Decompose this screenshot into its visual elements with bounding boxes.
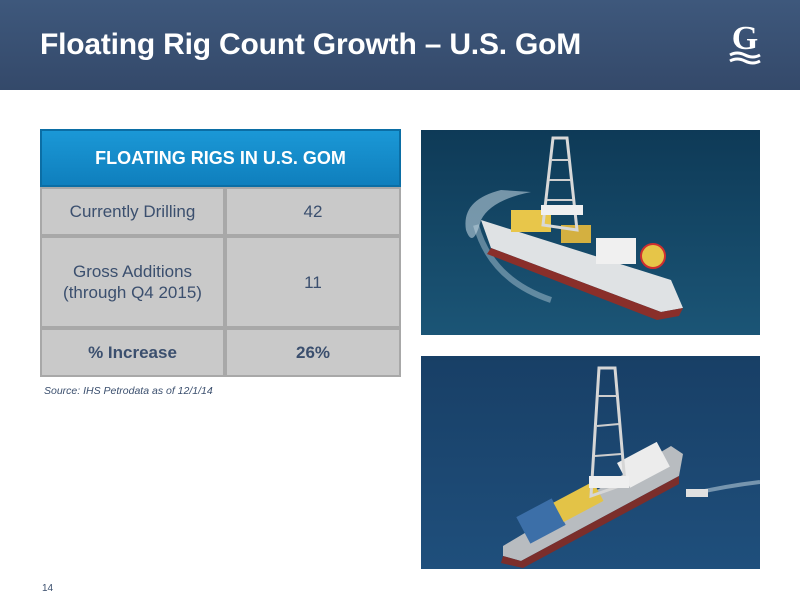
page-title: Floating Rig Count Growth – U.S. GoM bbox=[40, 28, 582, 61]
rig-count-table: FLOATING RIGS IN U.S. GOM Currently Dril… bbox=[40, 129, 401, 377]
row-label-percent-increase: % Increase bbox=[40, 328, 225, 377]
drillship-photo-top bbox=[421, 130, 760, 335]
table-header: FLOATING RIGS IN U.S. GOM bbox=[40, 129, 401, 187]
company-g-logo-icon: G bbox=[729, 20, 761, 65]
row-value-gross-additions: 11 bbox=[225, 236, 401, 328]
svg-text:G: G bbox=[732, 20, 758, 57]
drillship-photo-bottom bbox=[421, 356, 760, 569]
row-label-gross-additions: Gross Additions (through Q4 2015) bbox=[40, 236, 225, 328]
gross-additions-line2: (through Q4 2015) bbox=[63, 283, 202, 302]
source-note: Source: IHS Petrodata as of 12/1/14 bbox=[44, 385, 213, 397]
gross-additions-line1: Gross Additions bbox=[72, 262, 193, 281]
header-bar: Floating Rig Count Growth – U.S. GoM G bbox=[0, 0, 800, 90]
row-value-percent-increase: 26% bbox=[225, 328, 401, 377]
page-number: 14 bbox=[42, 583, 54, 594]
row-label-currently-drilling: Currently Drilling bbox=[40, 187, 225, 236]
row-value-currently-drilling: 42 bbox=[225, 187, 401, 236]
